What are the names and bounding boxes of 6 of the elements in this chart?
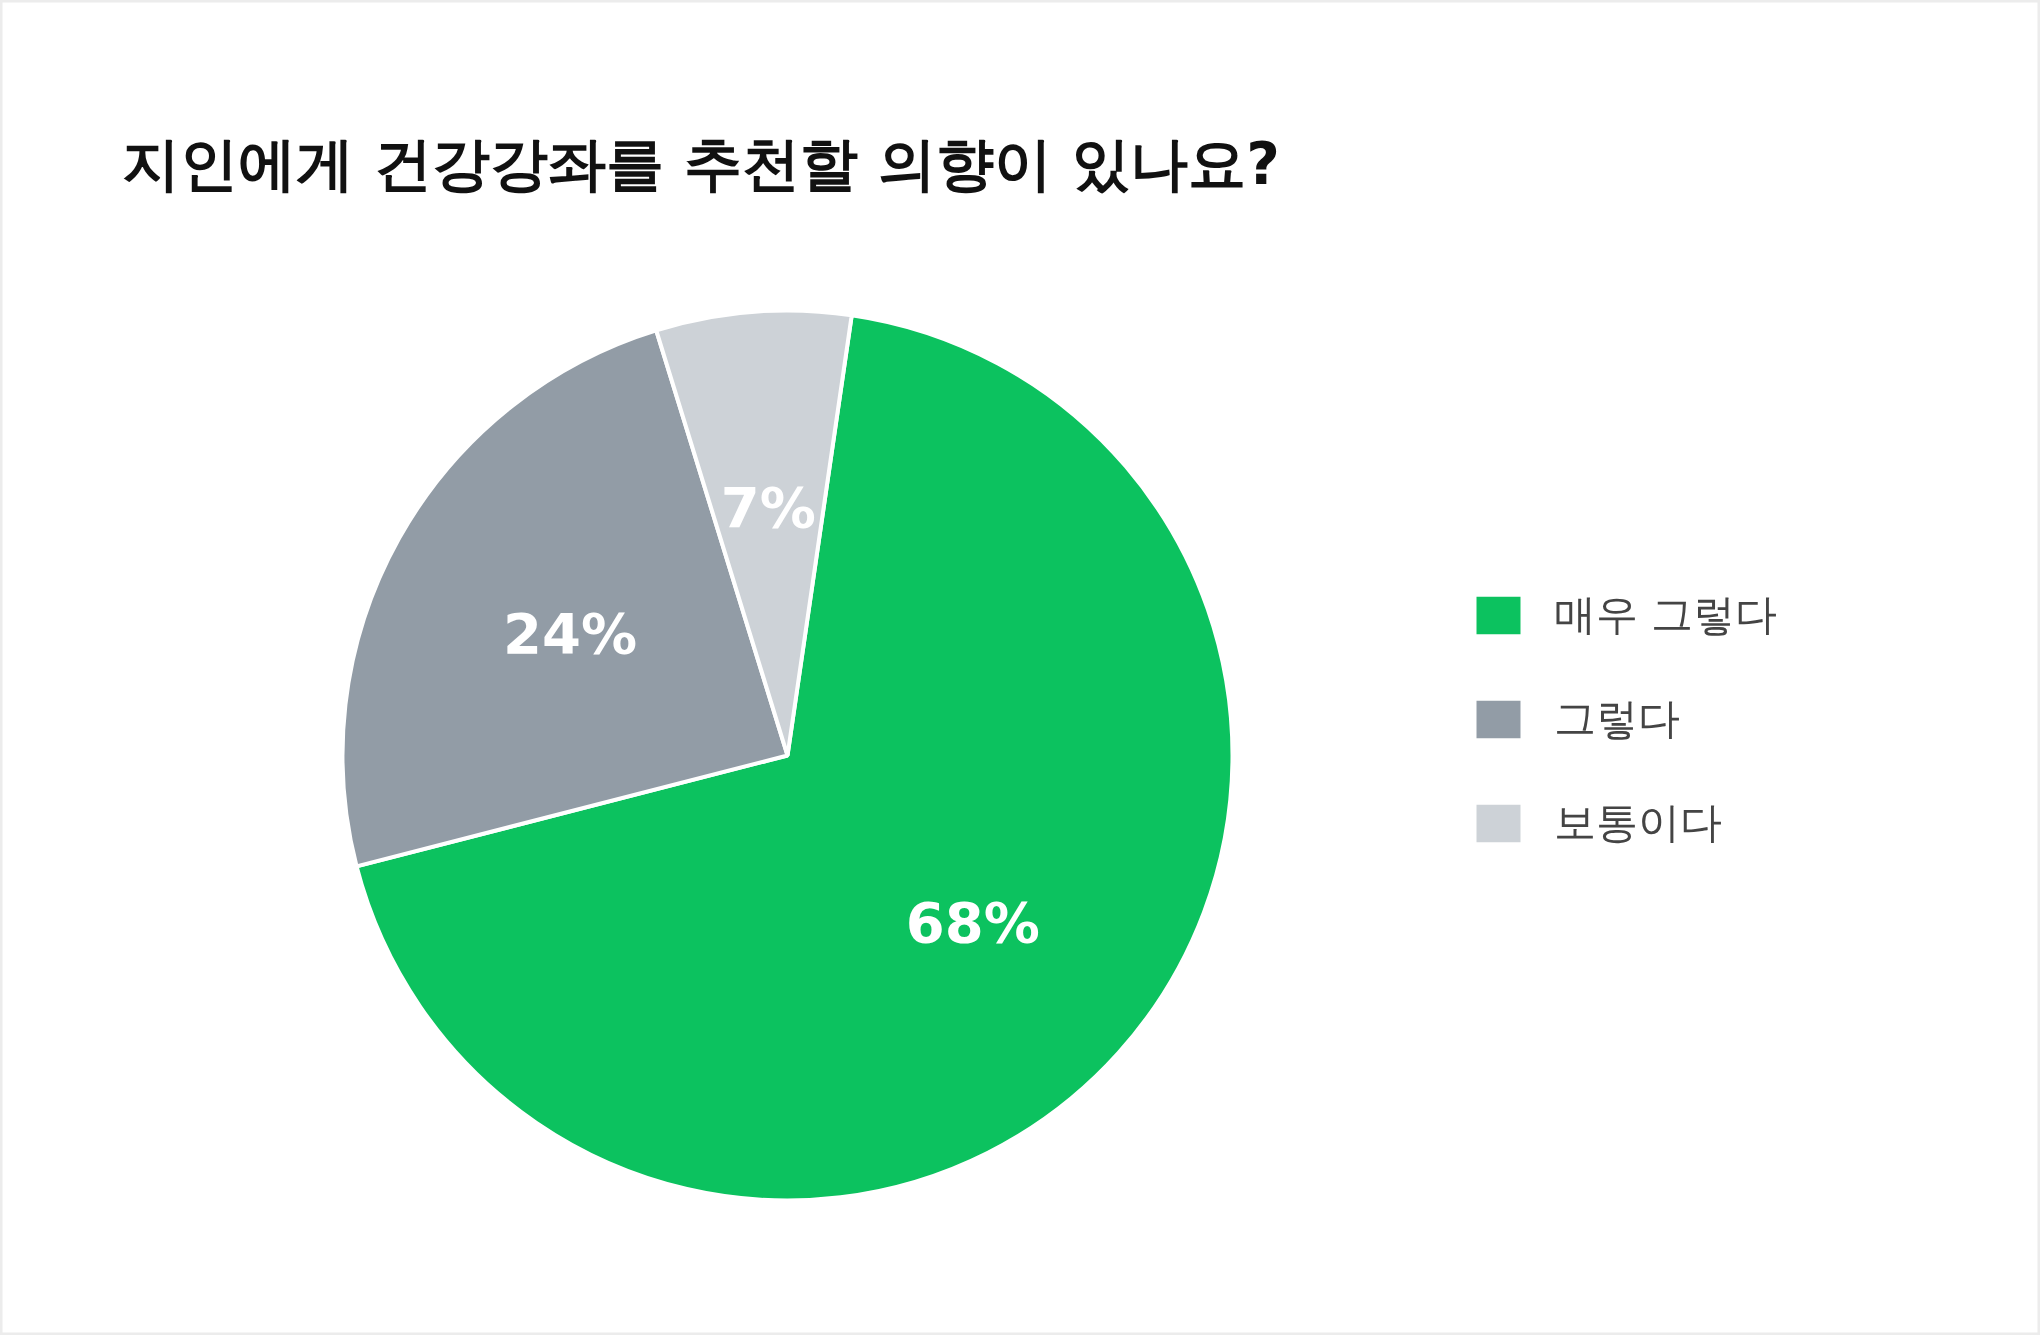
data-label: 68%: [905, 889, 1040, 955]
legend-label: 그렇다: [1554, 693, 1680, 745]
data-label: 24%: [502, 601, 638, 667]
legend-label: 보통이다: [1554, 797, 1722, 849]
chart-title: 지인에게 건강강좌를 추천할 의향이 있나요?: [121, 129, 1280, 198]
legend-label: 매우 그렇다: [1554, 589, 1778, 641]
